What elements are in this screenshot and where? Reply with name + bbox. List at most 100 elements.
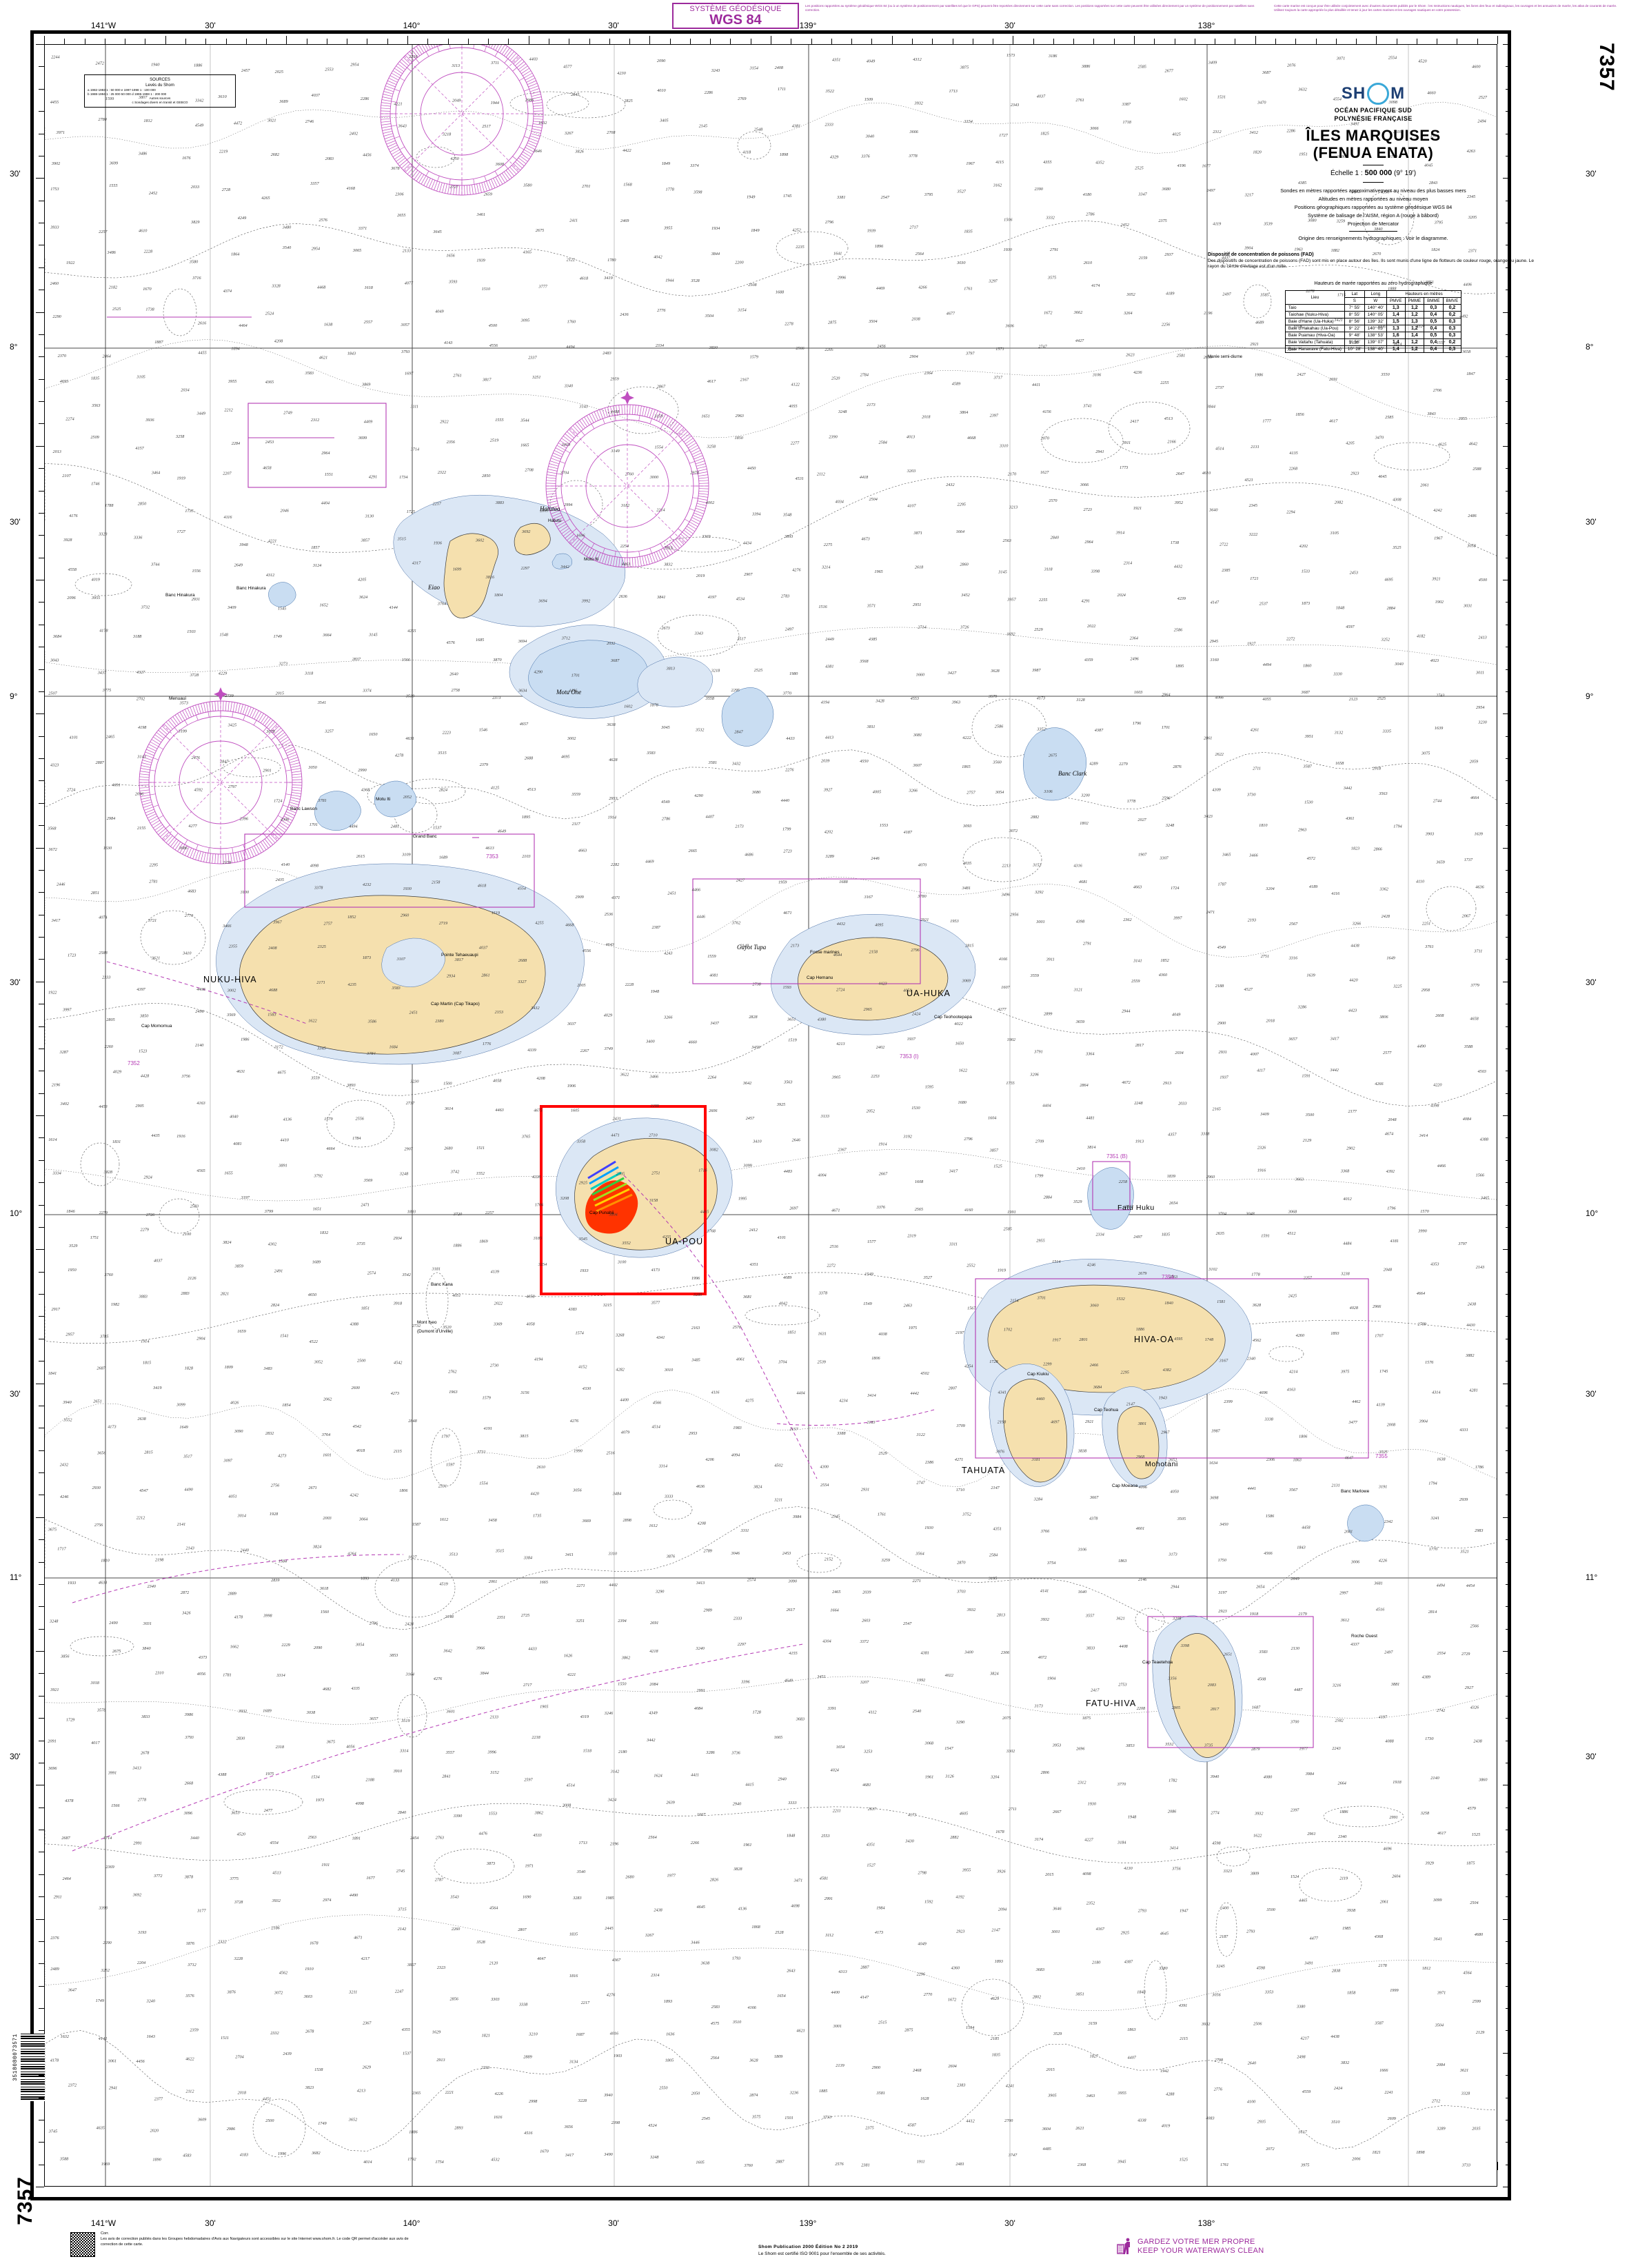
latitude-scale-right [1497,44,1511,2187]
depth-sounding: 3197 [241,1195,250,1200]
chart-map-area[interactable]: Eiao Hatutaa Hatutu Motu Iti Motu One Banc Cl… [45,45,1497,2186]
table-cell: 1,3 [1386,324,1406,332]
depth-sounding: 2931 [192,597,200,602]
depth-sounding: 3932 [1040,1617,1049,1622]
depth-sounding: 2094 [998,1907,1006,1912]
depth-sounding: 2166 [1167,440,1176,445]
depth-sounding: 2061 [1380,1900,1388,1905]
depth-sounding: 4631 [405,736,414,741]
depth-sounding: 2456 [877,344,886,349]
fad-title: Dispositif de concentration de poissons … [1208,252,1314,257]
iso-line: Le Shom est certifié ISO 9001 pour l'ens… [758,2251,886,2256]
depth-sounding: 2649 [234,563,243,568]
seamount-contour [962,837,1042,882]
compass-rose-tick [550,458,565,464]
depth-sounding: 3832 [1340,2061,1349,2065]
inset-reference-label: 7355 [1375,1453,1388,1459]
depth-sounding: 1799 [782,827,791,832]
depth-sounding: 2688 [525,756,534,760]
depth-sounding: 3669 [582,1519,591,1523]
depth-sounding: 4194 [534,1357,543,1362]
depth-sounding: 4629 [991,1996,999,2001]
depth-sounding: 3581 [876,2091,885,2096]
depth-sounding: 3437 [710,1021,720,1026]
depth-sounding: 1554 [479,1481,487,1486]
depth-sounding: 2930 [92,1486,101,1490]
depth-sounding: 1551 [325,472,333,477]
depth-sounding: 2355 [229,944,237,949]
depth-sounding: 4276 [607,1993,616,1998]
depth-sounding: 2411 [569,219,578,223]
depth-sounding: 3642 [443,1649,452,1654]
depth-sounding: 3419 [152,1386,161,1390]
depth-sounding: 2453 [1350,571,1358,576]
depth-sounding: 4438 [1330,2034,1339,2039]
compass-rose-tick [158,824,170,836]
depth-sounding: 2714 [918,625,926,629]
compass-rose-tick [254,710,259,720]
depth-sounding: 2295 [958,503,966,507]
compass-rose-tick [525,75,534,81]
depth-sounding: 1797 [441,1435,450,1439]
depth-sounding: 3775 [230,1876,239,1881]
compass-rose-tick [427,45,431,50]
depth-sounding: 4246 [1087,1262,1096,1267]
depth-sounding: 2185 [991,2036,999,2041]
depth-sounding: 3001 [1035,920,1044,924]
depth-sounding: 2719 [439,921,447,926]
longitude-tick-label: 139° [799,2218,817,2228]
depth-sounding: 2990 [358,768,367,773]
depth-sounding: 2490 [109,1621,118,1626]
depth-sounding: 1510 [482,287,491,292]
depth-sounding: 4415 [745,1783,753,1788]
depth-sounding: 3601 [446,1710,455,1714]
depth-sounding: 4330 [583,1386,591,1391]
compass-rose-tick [392,151,401,157]
seamount-contour [745,1305,820,1326]
depth-sounding: 3795 [924,192,933,197]
compass-rose-tick [525,147,534,152]
depth-sounding: 4547 [139,1488,148,1493]
depth-sounding: 1848 [1336,605,1345,610]
compass-rose-tick [481,182,485,192]
depth-sounding: 2654 [1169,1201,1177,1206]
depth-sounding: 3662 [1073,310,1082,315]
depth-sounding: 3211 [348,1990,357,1995]
depth-sounding: 1604 [988,1115,996,1120]
tide-table: Lieu Lat Long Hauteurs en mètres S W PMV… [1284,290,1462,353]
depth-sounding: 1549 [864,1272,873,1277]
table-cell: 140° 40' [1364,303,1387,312]
depth-sounding: 4494 [1437,1583,1445,1588]
depth-sounding: 4049 [867,59,875,63]
depth-sounding: 1696 [576,533,585,538]
depth-sounding: 1754 [435,2160,443,2165]
depth-sounding: 3253 [863,1749,872,1754]
compass-rose-tick [561,527,570,534]
depth-sounding: 2650 [1204,355,1213,360]
depth-sounding: 3640 [1208,507,1218,512]
seamount-contour [416,146,456,168]
depth-sounding: 4040 [230,1114,239,1119]
depth-sounding: 4236 [1133,370,1142,375]
depth-sounding: 4371 [611,895,620,900]
depth-sounding: 4688 [269,988,278,993]
depth-sounding: 2889 [523,2055,532,2060]
depth-sounding: 3883 [139,1294,148,1299]
depth-sounding: 2489 [50,1967,59,1972]
depth-sounding: 3154 [749,65,758,70]
depth-sounding: 2387 [652,925,661,930]
depth-sounding: 2436 [620,312,629,317]
depth-sounding: 1919 [998,1268,1006,1273]
depth-sounding: 3558 [705,696,715,701]
depth-sounding: 2784 [860,373,869,378]
seamount-contour [223,1789,303,1815]
compass-rose-tick [292,776,302,778]
depth-sounding: 1556 [192,569,201,574]
depth-sounding: 3658 [1461,350,1471,354]
compass-rose-tick [689,458,705,464]
compass-rose-tick [511,165,519,173]
depth-sounding: 2850 [482,474,491,478]
compass-rose-tick [692,472,708,475]
depth-sounding: 2052 [403,795,412,800]
depth-sounding: 1745 [783,194,791,199]
